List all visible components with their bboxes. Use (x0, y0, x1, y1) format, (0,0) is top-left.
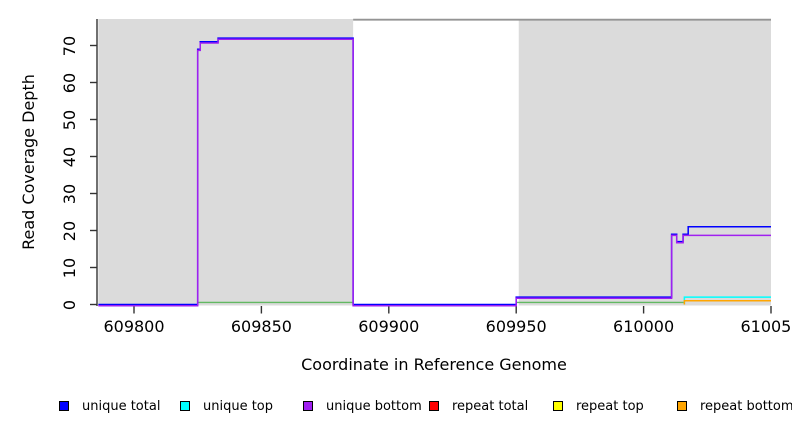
x-tick-label: 609900 (358, 317, 420, 336)
legend-item-unique-bottom: unique bottom (303, 398, 422, 414)
legend-label: repeat total (452, 398, 529, 414)
legend-label: unique bottom (326, 398, 422, 414)
legend-item-unique-top: unique top (180, 398, 273, 414)
x-tick-label: 609850 (230, 317, 292, 336)
legend-swatch-repeat-top (553, 401, 563, 411)
series-line-unique_bottom (98, 38, 771, 307)
legend-item-repeat-bottom: repeat bottom (677, 398, 792, 414)
legend-swatch-repeat-total (429, 401, 439, 411)
legend-label: repeat bottom (700, 398, 792, 414)
legend-label: repeat top (576, 398, 644, 414)
legend-label: unique top (203, 398, 274, 414)
x-tick-label: 609950 (485, 317, 547, 336)
shaded-region-left (98, 19, 354, 306)
x-axis-title: Coordinate in Reference Genome (301, 355, 567, 374)
series-line-repeat_bottom (683, 300, 771, 305)
shaded-region-right (518, 19, 771, 306)
x-tick-label: 610000 (613, 317, 675, 336)
legend-swatch-unique-total (59, 401, 69, 411)
legend-swatch-unique-bottom (303, 401, 313, 411)
legend-item-repeat-top: repeat top (553, 398, 644, 414)
legend-swatch-repeat-bottom (677, 401, 687, 411)
legend-item-unique-total: unique total (59, 398, 160, 414)
x-tick-label: 609800 (103, 317, 165, 336)
legend-item-repeat-total: repeat total (429, 398, 528, 414)
legend-label: unique total (82, 398, 161, 414)
legend-swatch-unique-top (180, 401, 190, 411)
